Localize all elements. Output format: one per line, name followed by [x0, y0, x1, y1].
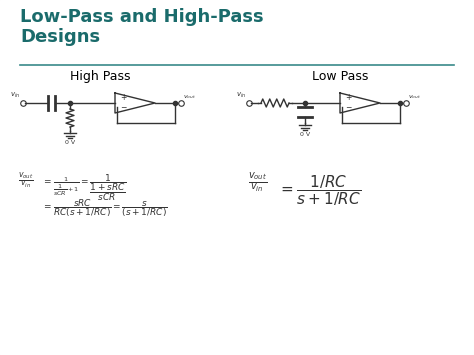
Text: −: − [120, 104, 127, 113]
Text: $v_{out}$: $v_{out}$ [408, 93, 421, 101]
Text: $=\dfrac{sRC}{RC(s+1/RC)}=\dfrac{s}{(s+1/RC)}$: $=\dfrac{sRC}{RC(s+1/RC)}=\dfrac{s}{(s+1… [42, 197, 168, 219]
Text: −: − [345, 104, 351, 113]
Text: 0 V: 0 V [300, 132, 310, 137]
Text: $=\frac{1}{\dfrac{1}{sCR}+1}=\dfrac{1}{\dfrac{1+sRC}{sCR}}$: $=\frac{1}{\dfrac{1}{sCR}+1}=\dfrac{1}{\… [42, 172, 127, 203]
Text: High Pass: High Pass [70, 70, 130, 83]
Text: Low-Pass and High-Pass
Designs: Low-Pass and High-Pass Designs [20, 8, 264, 46]
Text: $=\dfrac{1/RC}{s+1/RC}$: $=\dfrac{1/RC}{s+1/RC}$ [278, 173, 361, 208]
Text: $v_{in}$: $v_{in}$ [10, 91, 20, 100]
Text: $v_{out}$: $v_{out}$ [183, 93, 196, 101]
Text: +: + [345, 93, 351, 103]
Text: 0 V: 0 V [65, 140, 75, 145]
Text: $\frac{v_{out}}{v_{in}}$: $\frac{v_{out}}{v_{in}}$ [248, 170, 267, 194]
Text: Low Pass: Low Pass [312, 70, 368, 83]
Text: $v_{in}$: $v_{in}$ [236, 91, 246, 100]
Text: $\frac{v_{out}}{v_{in}}$: $\frac{v_{out}}{v_{in}}$ [18, 170, 34, 190]
Text: +: + [120, 93, 127, 103]
